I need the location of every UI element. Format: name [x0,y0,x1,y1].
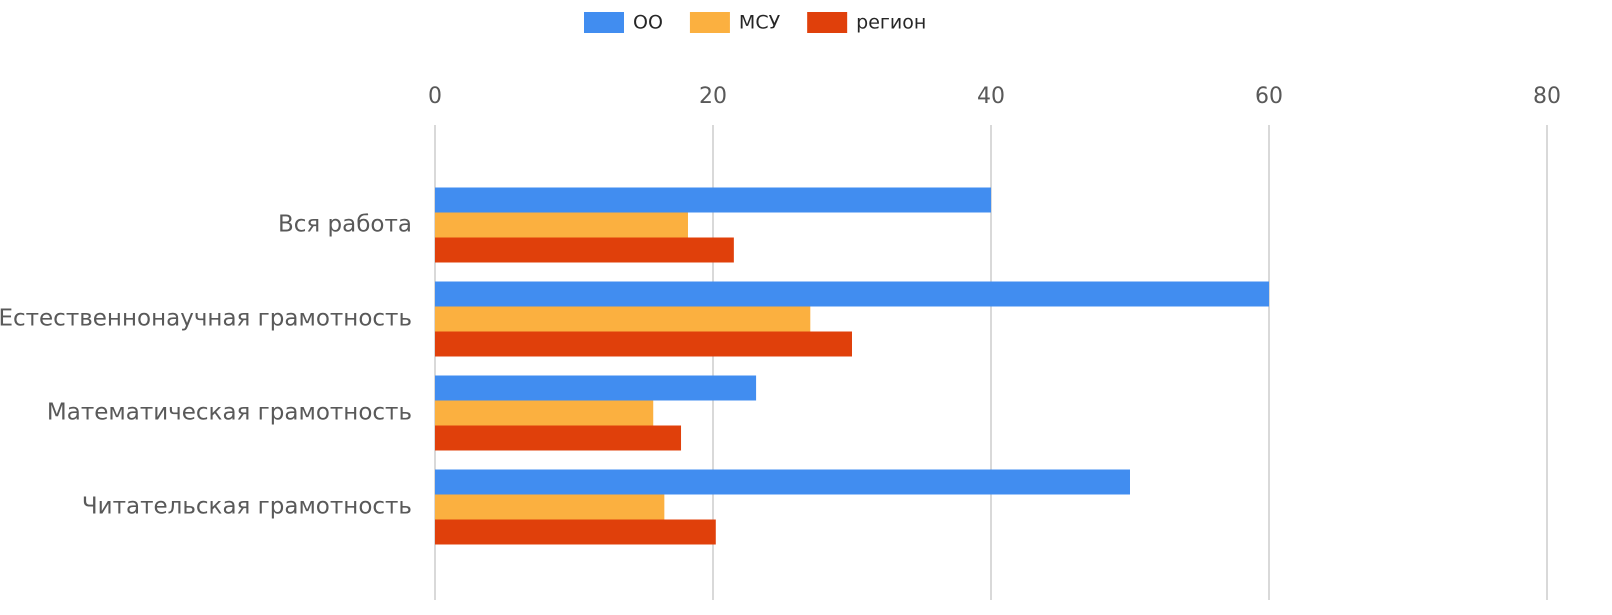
legend-label: МСУ [739,12,781,34]
x-tick-label: 60 [1255,84,1283,109]
legend-label: ОО [633,12,663,34]
bar [435,425,682,451]
bar [435,519,716,545]
x-tick-label: 80 [1533,84,1561,109]
legend-swatch [807,12,848,33]
x-tick-label: 20 [699,84,727,109]
x-tick-label: 40 [977,84,1005,109]
bar [435,237,734,263]
y-tick-label: Вся работа [278,212,412,238]
bar [435,375,757,401]
bar [435,494,665,520]
bar [435,331,852,357]
bar [435,469,1130,495]
bar [435,212,688,238]
y-tick-label: Естественнонаучная грамотность [0,306,412,332]
legend-swatch [689,12,730,33]
bar [435,400,654,426]
bar [435,187,991,213]
bar [435,306,811,332]
legend-swatch [584,12,624,33]
x-tick-label: 0 [428,84,442,109]
bar [435,281,1269,307]
y-tick-label: Читательская грамотность [82,494,412,520]
legend-label: регион [856,12,926,34]
y-tick-label: Математическая грамотность [47,400,412,426]
